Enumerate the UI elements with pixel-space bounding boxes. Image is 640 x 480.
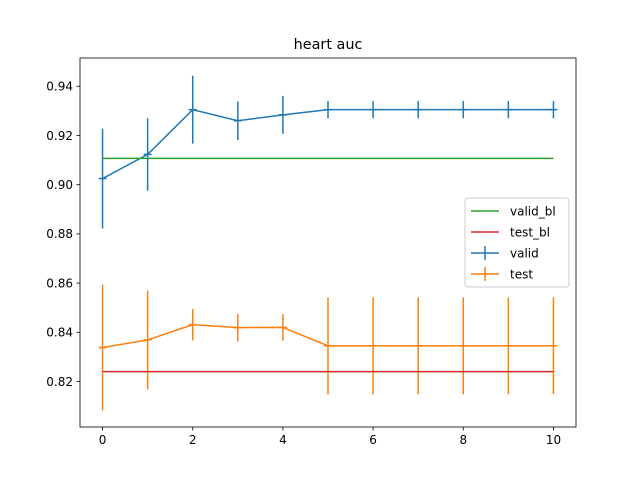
- series-line-valid: [102, 108, 554, 180]
- y-tick-label: 0.82: [46, 375, 73, 389]
- legend-box: [464, 197, 570, 288]
- plot-area: 0 2 4 6 8 10 0.82 0.84 0.86 0.88 0.90 0.92 0.94 valid…: [46, 57, 577, 447]
- legend-label-valid: valid: [510, 246, 539, 260]
- y-tick-label: 0.90: [46, 178, 73, 192]
- legend-label-test_bl: test_bl: [510, 225, 550, 239]
- y-tick-label: 0.86: [46, 276, 73, 290]
- y-tick-label: 0.88: [46, 227, 73, 241]
- series-line-test: [102, 323, 554, 349]
- series-valid: [98, 75, 558, 229]
- x-tick-label: 2: [189, 433, 197, 447]
- x-tick-label: 10: [546, 433, 561, 447]
- legend-label-valid_bl: valid_bl: [510, 204, 556, 218]
- x-tick-label: 4: [279, 433, 287, 447]
- legend-label-test: test: [510, 267, 533, 281]
- x-tick-label: 8: [459, 433, 467, 447]
- series-test: [98, 284, 558, 411]
- axes-frame: [79, 57, 577, 428]
- y-tick-label: 0.84: [46, 326, 73, 340]
- y-tick-label: 0.92: [46, 129, 73, 143]
- x-tick-label: 0: [99, 433, 107, 447]
- chart-title: heart auc: [294, 37, 363, 53]
- y-tick-label: 0.94: [46, 80, 73, 94]
- x-tick-label: 6: [369, 433, 377, 447]
